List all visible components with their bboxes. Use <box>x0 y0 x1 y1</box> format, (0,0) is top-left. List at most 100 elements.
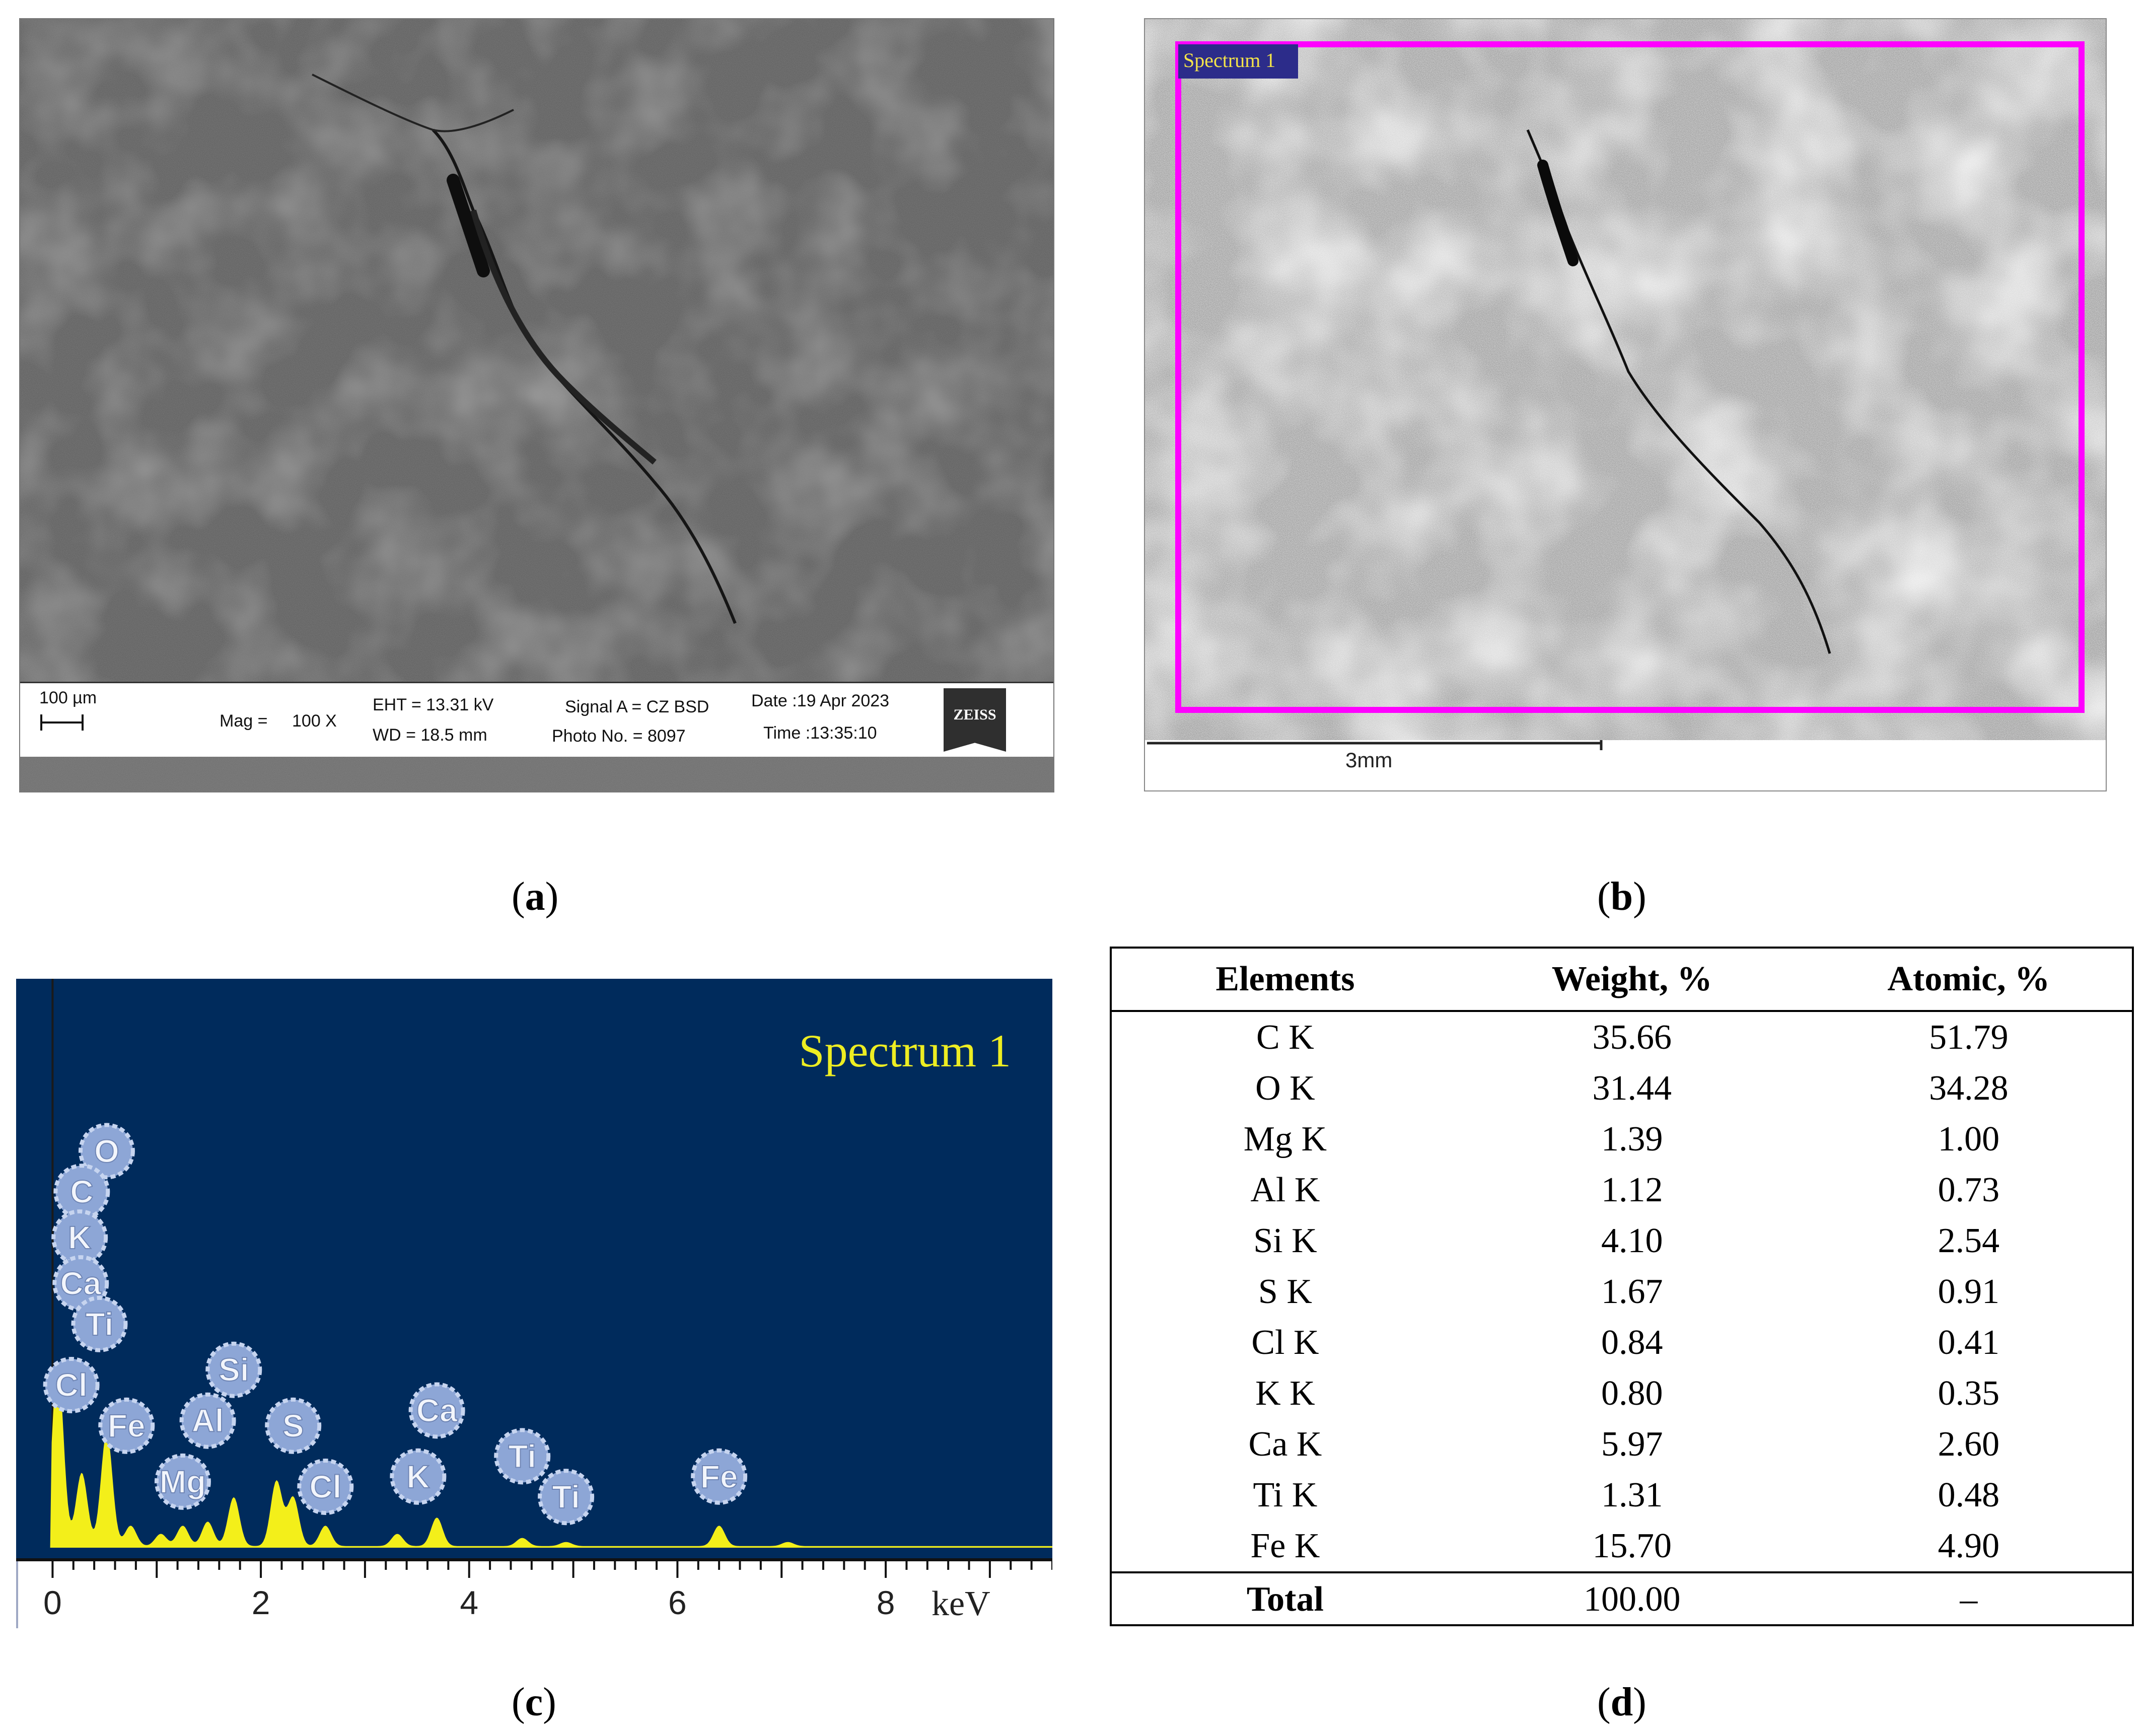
cell-atomic: 4.90 <box>1938 1526 2000 1565</box>
spectrum-region-label: Spectrum 1 <box>1183 49 1276 71</box>
element-badge <box>390 1448 447 1505</box>
element-label: Ti <box>71 1295 128 1352</box>
time-value: Time :13:35:10 <box>763 724 877 743</box>
element-badge <box>265 1397 322 1454</box>
element-badge-text: Cl <box>309 1469 341 1505</box>
caption-c: (c) <box>512 1680 556 1724</box>
element-badge <box>71 1295 128 1352</box>
cell-atomic: 51.79 <box>1929 1018 2009 1057</box>
x-tick-label: 8 <box>877 1584 895 1621</box>
sem-info-bar: 100 µm Mag = 100 X EHT = 13.31 kV WD = 1… <box>20 682 1053 758</box>
x-tick-label: 0 <box>43 1584 62 1621</box>
cell-element: K K <box>1255 1373 1315 1413</box>
element-badge-text: Ti <box>552 1479 580 1515</box>
element-badge-text: K <box>68 1219 91 1256</box>
caption-a: (a) <box>512 875 559 919</box>
element-badge-text: Ca <box>416 1393 458 1429</box>
element-label: Ca <box>52 1255 109 1312</box>
element-badge-text: Ca <box>60 1265 101 1301</box>
composition-table: Elements Weight, % Atomic, % C K 35.66 51.… <box>1112 949 2132 1626</box>
header-atomic: Atomic, % <box>1805 949 2132 1012</box>
x-tick-label: 6 <box>668 1584 687 1621</box>
element-badge-text: C <box>70 1174 93 1210</box>
element-label: Cl <box>297 1459 354 1515</box>
element-label: Mg <box>154 1453 211 1510</box>
table-row: K K 0.80 0.35 <box>1112 1368 2132 1419</box>
map-scale-label: 3mm <box>1345 748 1393 772</box>
mag-label: Mag = <box>220 711 268 731</box>
cell-element: Fe K <box>1250 1526 1320 1565</box>
element-label: C <box>53 1164 110 1220</box>
total-atomic: – <box>1805 1571 2132 1626</box>
zeiss-logo: ZEISS <box>944 688 1006 752</box>
table-row: Al K 1.12 0.73 <box>1112 1165 2132 1215</box>
element-label: S <box>265 1397 322 1454</box>
cell-weight: 0.80 <box>1601 1373 1663 1413</box>
element-label: Fe <box>691 1448 748 1505</box>
cell-atomic: 0.73 <box>1938 1170 2000 1209</box>
element-badge-text: Fe <box>108 1408 146 1444</box>
spectrum-region-image <box>1145 19 2106 740</box>
total-label: Total <box>1112 1571 1459 1626</box>
element-badge <box>205 1341 262 1398</box>
cell-weight: 1.31 <box>1601 1475 1663 1514</box>
cell-weight: 1.39 <box>1601 1119 1663 1159</box>
cell-atomic: 0.91 <box>1938 1272 2000 1311</box>
mag-value: 100 X <box>292 711 337 731</box>
signal-value: Signal A = CZ BSD <box>565 697 709 716</box>
total-weight: 100.00 <box>1458 1571 1806 1626</box>
table-row: Fe K 15.70 4.90 <box>1112 1521 2132 1572</box>
cell-atomic: 2.54 <box>1938 1221 2000 1260</box>
cell-element: C K <box>1256 1018 1314 1057</box>
cell-atomic: 34.28 <box>1929 1068 2009 1108</box>
table-row: S K 1.67 0.91 <box>1112 1266 2132 1317</box>
cell-weight: 0.84 <box>1601 1323 1663 1362</box>
table-row: C K 35.66 51.79 <box>1112 1011 2132 1063</box>
element-label: Cl <box>43 1357 100 1413</box>
caption-b: (b) <box>1597 875 1646 919</box>
eds-spectrum-panel: Spectrum 1 O C K Ca Ti Cl Si Fe Al S Mg Cl Ca K Ti Ti Fe… <box>16 979 1053 1628</box>
sem-micrograph-panel: 100 µm Mag = 100 X EHT = 13.31 kV WD = 1… <box>19 18 1054 792</box>
cell-element: O K <box>1255 1068 1315 1108</box>
cell-element: Si K <box>1253 1221 1317 1260</box>
element-badge-text: Al <box>192 1403 224 1439</box>
element-label: Ti <box>538 1469 595 1526</box>
table-row: Si K 4.10 2.54 <box>1112 1215 2132 1266</box>
element-label: Fe <box>98 1397 155 1454</box>
cell-weight: 1.67 <box>1601 1272 1663 1311</box>
element-label: Al <box>179 1392 236 1449</box>
element-label: K <box>390 1448 447 1505</box>
element-badge-text: K <box>406 1459 429 1495</box>
cell-atomic: 0.41 <box>1938 1323 2000 1362</box>
element-badge-text: Mg <box>160 1464 206 1500</box>
element-badge <box>538 1469 595 1526</box>
table-total-row: Total 100.00 – <box>1112 1571 2132 1626</box>
element-badge <box>691 1448 748 1505</box>
cell-element: Cl K <box>1251 1323 1319 1362</box>
element-label: K <box>51 1209 108 1266</box>
composition-table-panel: Elements Weight, % Atomic, % C K 35.66 51.… <box>1110 947 2134 1626</box>
table-row: Ti K 1.31 0.48 <box>1112 1470 2132 1521</box>
cell-weight: 1.12 <box>1601 1170 1663 1209</box>
spectrum-region-panel: Spectrum 1 3mm <box>1144 18 2107 791</box>
element-badge <box>43 1357 100 1413</box>
element-badge <box>408 1382 465 1439</box>
cell-weight: 31.44 <box>1592 1068 1672 1108</box>
element-badge-text: Cl <box>55 1367 88 1403</box>
cell-atomic: 0.48 <box>1938 1475 2000 1514</box>
element-label: Si <box>205 1341 262 1398</box>
cell-weight: 35.66 <box>1592 1018 1672 1057</box>
cell-element: Mg K <box>1243 1119 1327 1159</box>
cell-element: Al K <box>1250 1170 1320 1209</box>
cell-weight: 4.10 <box>1601 1221 1663 1260</box>
cell-element: Ti K <box>1253 1475 1318 1514</box>
cell-atomic: 0.35 <box>1938 1373 2000 1413</box>
x-tick-label: 4 <box>460 1584 478 1621</box>
x-tick-label: 2 <box>252 1584 270 1621</box>
cell-element: Ca K <box>1248 1424 1322 1464</box>
element-badge <box>154 1453 211 1510</box>
map-scale-bar: 3mm <box>1145 740 2106 790</box>
cell-weight: 5.97 <box>1601 1424 1663 1464</box>
element-badge-text: Fe <box>700 1459 738 1495</box>
wd-value: WD = 18.5 mm <box>373 726 487 745</box>
